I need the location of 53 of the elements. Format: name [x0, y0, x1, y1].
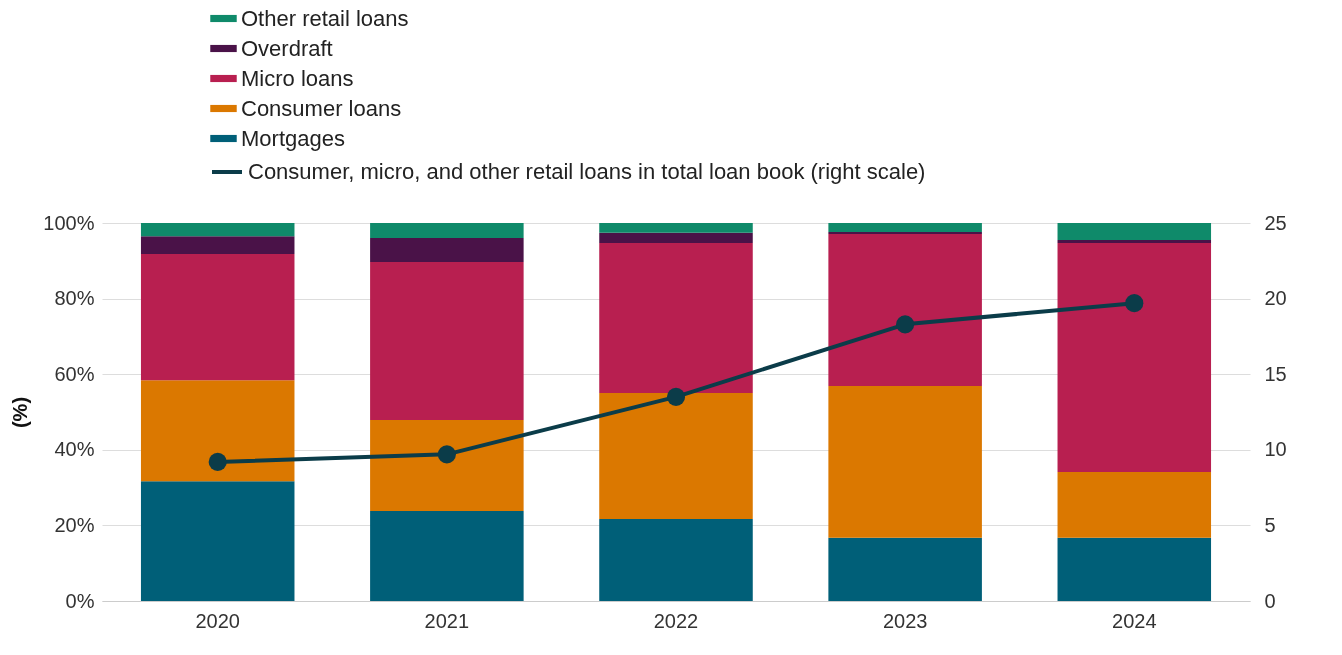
bar	[599, 223, 753, 233]
bar	[599, 243, 753, 394]
bar	[1057, 472, 1212, 538]
bar	[140, 236, 295, 254]
bar	[1057, 240, 1212, 244]
y-tick-label: 0%	[65, 589, 95, 612]
bar	[370, 238, 524, 262]
bar	[828, 233, 982, 386]
bar	[828, 537, 982, 601]
y-tick-label: 20%	[54, 513, 95, 536]
y-axis-title: (%)	[9, 396, 32, 429]
bar	[828, 385, 982, 538]
x-tick-label: 2020	[195, 609, 240, 632]
y-tick-label: 60%	[54, 362, 95, 385]
y2-tick-label: 10	[1264, 438, 1287, 461]
legend-label: Overdraft	[241, 35, 333, 61]
legend-label: Micro loans	[241, 65, 354, 91]
x-tick-label: 2023	[882, 609, 928, 632]
bar	[1057, 243, 1212, 473]
y2-tick-label: 20	[1264, 287, 1287, 310]
bar	[370, 511, 524, 601]
bar	[140, 223, 295, 237]
bar	[1057, 223, 1212, 241]
bar	[599, 518, 753, 601]
y2-tick-label: 15	[1264, 362, 1287, 385]
bar	[370, 419, 524, 512]
x-tick-label: 2021	[424, 609, 470, 632]
y2-tick-label: 5	[1264, 513, 1276, 536]
point	[666, 387, 686, 406]
y-tick-label: 40%	[54, 438, 95, 461]
legend-label: Consumer loans	[241, 95, 402, 121]
point	[208, 452, 227, 471]
point	[437, 445, 456, 464]
y2-tick-label: 25	[1264, 211, 1287, 234]
y-tick-label: 100%	[43, 211, 95, 234]
y-tick-label: 80%	[54, 287, 95, 310]
bar	[370, 223, 524, 239]
legend-label: Consumer, micro, and other retail loans in total loan book (right scale)	[248, 159, 926, 184]
bar	[140, 481, 295, 601]
legend-label: Other retail loans	[241, 5, 409, 31]
legend-label: Mortgages	[241, 125, 345, 151]
bar	[599, 232, 753, 244]
bar	[599, 393, 753, 519]
bar	[140, 380, 295, 482]
bar	[1057, 537, 1212, 601]
x-tick-label: 2024	[1112, 609, 1157, 632]
bar	[370, 261, 524, 420]
bar	[828, 223, 982, 233]
x-tick-label: 2022	[653, 609, 699, 632]
point	[1125, 294, 1144, 313]
point	[896, 315, 915, 334]
y2-tick-label: 0	[1264, 589, 1276, 612]
bar	[140, 254, 295, 381]
